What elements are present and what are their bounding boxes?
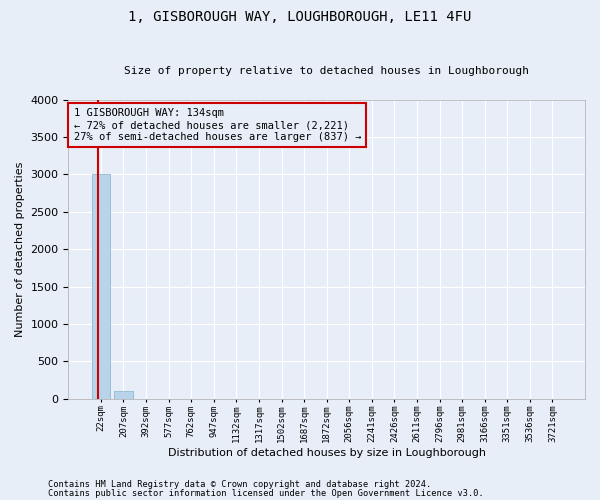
Text: Contains HM Land Registry data © Crown copyright and database right 2024.: Contains HM Land Registry data © Crown c… [48, 480, 431, 489]
Bar [92, 174, 110, 399]
Text: 1 GISBOROUGH WAY: 134sqm
← 72% of detached houses are smaller (2,221)
27% of sem: 1 GISBOROUGH WAY: 134sqm ← 72% of detach… [74, 108, 361, 142]
Title: Size of property relative to detached houses in Loughborough: Size of property relative to detached ho… [124, 66, 529, 76]
X-axis label: Distribution of detached houses by size in Loughborough: Distribution of detached houses by size … [168, 448, 486, 458]
Text: 1, GISBOROUGH WAY, LOUGHBOROUGH, LE11 4FU: 1, GISBOROUGH WAY, LOUGHBOROUGH, LE11 4F… [128, 10, 472, 24]
Text: Contains public sector information licensed under the Open Government Licence v3: Contains public sector information licen… [48, 489, 484, 498]
Y-axis label: Number of detached properties: Number of detached properties [15, 162, 25, 337]
Bar [115, 390, 133, 399]
